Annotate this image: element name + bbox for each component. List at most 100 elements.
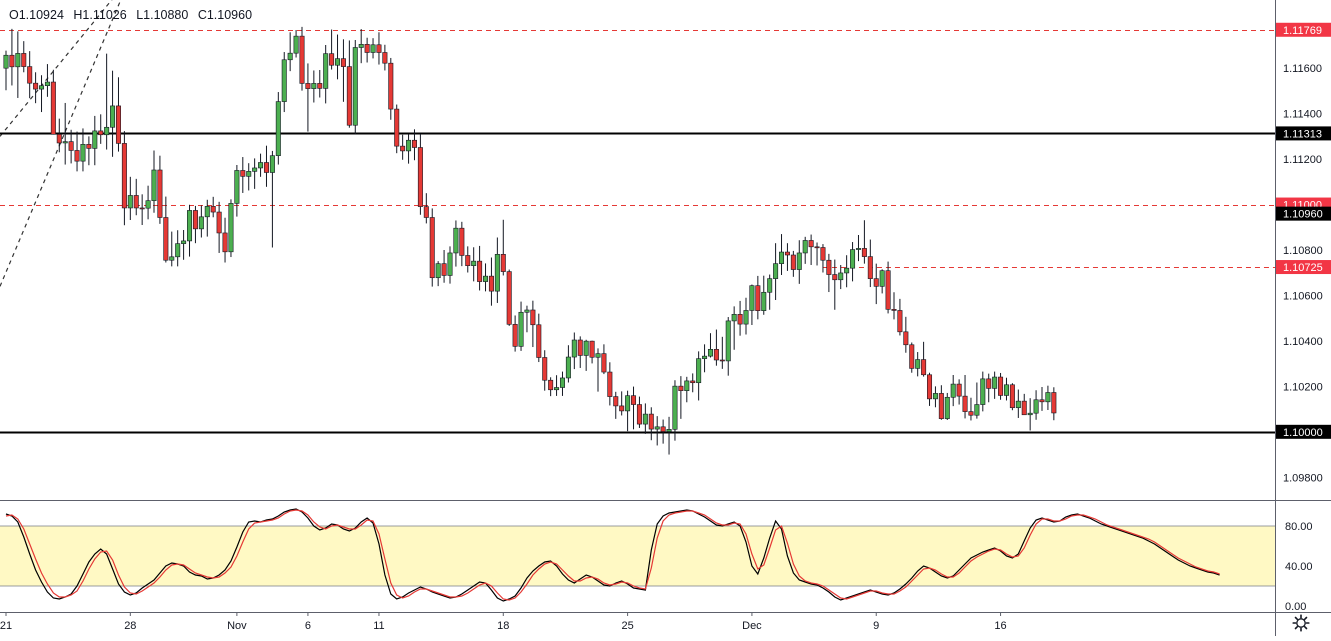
candle-body [39, 85, 45, 90]
candle-body [80, 144, 86, 162]
candle-body [909, 344, 915, 369]
candle-body [98, 130, 104, 136]
candle-body [607, 371, 613, 397]
candle-body [459, 227, 465, 256]
candle-body [269, 155, 275, 173]
candle-body [145, 200, 151, 209]
candle-body [666, 429, 672, 432]
candle-body [554, 387, 560, 391]
time-tick-label: 9 [873, 620, 879, 632]
ohlc-high: H1.11026 [73, 8, 127, 22]
candle-body [56, 134, 62, 144]
candle-body [565, 356, 571, 379]
candle-body [601, 353, 607, 373]
candle-body [512, 324, 518, 347]
candle-body [725, 320, 731, 362]
ohlc-low: L1.10880 [136, 8, 189, 22]
candle-body [68, 141, 74, 151]
candle-body [500, 254, 506, 272]
time-tick-label: 21 [0, 620, 12, 632]
candle-body [719, 359, 725, 362]
candle-body [524, 309, 530, 313]
candle-body [542, 357, 548, 381]
oscillator-band [0, 526, 1275, 586]
candle-body [258, 162, 264, 169]
candle-body [998, 376, 1004, 396]
candle-body [494, 254, 500, 292]
candle-body [15, 53, 21, 68]
price-level-badge [1276, 260, 1331, 275]
candle-body [169, 256, 175, 261]
candle-body [583, 340, 589, 356]
candle-body [317, 83, 323, 89]
candle-body [755, 285, 761, 311]
candle-body [915, 359, 921, 369]
candle-body [589, 340, 595, 358]
candle-body [376, 44, 382, 53]
candle-body [1015, 400, 1021, 409]
candle-body [175, 243, 181, 258]
candle-body [246, 171, 252, 177]
candle-body [50, 81, 56, 135]
candle-body [1027, 412, 1033, 416]
candle-body [74, 150, 80, 162]
chart-settings-gear-icon[interactable] [1292, 614, 1310, 632]
candle-body [737, 314, 743, 325]
candle-body [287, 52, 293, 61]
candle-body [779, 251, 785, 264]
candle-body [636, 404, 642, 425]
candle-body [897, 310, 903, 333]
candle-body [340, 58, 346, 67]
candle-body [453, 227, 459, 254]
price-level-label: 1.10725 [1283, 262, 1323, 274]
candle-body [672, 385, 678, 430]
candle-body [518, 311, 524, 347]
candle-body [127, 195, 133, 209]
candle-body [447, 252, 453, 276]
candle-body [619, 405, 625, 412]
candle-body [903, 331, 909, 346]
candle-body [530, 309, 536, 326]
candle-body [1033, 399, 1039, 414]
price-tick-label: 1.11600 [1283, 63, 1322, 75]
candle-body [187, 210, 193, 242]
candle-body [429, 217, 435, 279]
candle-body [44, 81, 50, 86]
candle-body [394, 108, 400, 147]
candle-body [364, 44, 370, 53]
candle-body [684, 380, 690, 391]
candle-body [832, 274, 838, 281]
price-level-label: 1.11769 [1283, 25, 1322, 37]
candle-body [1045, 392, 1051, 403]
candle-body [980, 378, 986, 405]
time-tick-label: 6 [305, 620, 311, 632]
candle-body [382, 52, 388, 64]
candle-body [927, 374, 933, 400]
candle-body [548, 379, 554, 391]
price-level-badge [1276, 22, 1331, 37]
candle-body [222, 232, 228, 253]
candle-body [826, 259, 832, 275]
ohlc-close: C1.10960 [197, 8, 253, 22]
price-level-badge [1276, 126, 1331, 141]
candle-body [299, 35, 305, 84]
candle-body [577, 339, 583, 356]
time-tick-label: Dec [742, 620, 762, 632]
candle-body [335, 58, 341, 66]
ohlc-open: O1.10924 [9, 8, 64, 22]
candle-body [86, 144, 92, 149]
candle-body [417, 147, 423, 207]
candle-body [696, 358, 702, 384]
candle-body [761, 291, 767, 311]
candle-body [820, 247, 826, 261]
candle-body [323, 53, 329, 89]
candle-body [749, 285, 755, 311]
price-tick-label: 1.10200 [1283, 381, 1323, 393]
candle-body [388, 62, 394, 110]
candle-body [944, 396, 950, 419]
price-tick-label: 1.11200 [1283, 154, 1322, 166]
candle-body [1051, 392, 1057, 414]
